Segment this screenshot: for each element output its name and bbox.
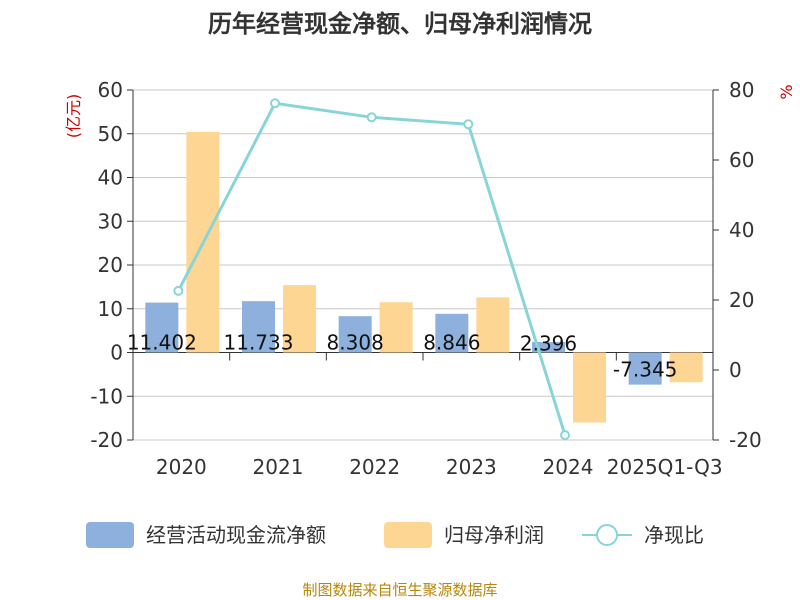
left-axis-tick-label: -10: [90, 384, 123, 408]
bar-cashflow: [338, 316, 372, 353]
x-axis-tick-label: 2022: [349, 455, 400, 479]
data-label: 8.308: [327, 331, 384, 355]
legend-label-ratio: 净现比: [644, 523, 704, 547]
chart-title: 历年经营现金净额、归母净利润情况: [208, 10, 592, 38]
left-axis-tick-label: -20: [90, 428, 123, 452]
legend-item-profit[interactable]: 归母净利润: [384, 522, 544, 548]
bar-cashflow: [532, 342, 565, 353]
bar-profit: [669, 352, 703, 383]
data-labels: 11.402 11.733 8.308 8.846 2.396 -7.345: [127, 331, 678, 382]
legend-marker-ratio: [596, 524, 618, 546]
ratio-point: [463, 119, 474, 130]
left-axis-unit: (亿元): [64, 94, 83, 139]
x-axis-tick-label: 2021: [253, 455, 304, 479]
ratio-line-path: [176, 101, 567, 436]
data-label: -7.345: [613, 358, 677, 382]
right-axis-tick-label: 60: [729, 148, 754, 172]
legend-swatch-cashflow: [86, 522, 134, 548]
x-axis-tick-label: 2025Q1-Q3: [607, 455, 723, 479]
right-axis-unit: %: [777, 84, 796, 99]
legend-label-profit: 归母净利润: [444, 523, 544, 547]
legend-label-cashflow: 经营活动现金流净额: [146, 523, 326, 547]
x-axis-tick-label: 2024: [543, 455, 594, 479]
left-axis-tick-label: 20: [98, 253, 123, 277]
bar-profit: [573, 352, 606, 423]
ratio-point: [173, 285, 184, 296]
data-label: 2.396: [520, 332, 577, 356]
ratio-point: [366, 112, 377, 123]
right-axis-tick-label: 40: [729, 218, 754, 242]
data-label: 8.846: [423, 331, 480, 355]
source-note: 制图数据来自恒生聚源数据库: [302, 581, 497, 599]
legend-item-cashflow[interactable]: 经营活动现金流净额: [86, 522, 326, 548]
left-axis-tick-label: 10: [98, 297, 123, 321]
left-axis-tick-label: 60: [98, 78, 123, 102]
bar-cashflow: [435, 313, 469, 353]
data-label: 11.733: [224, 331, 294, 355]
bar-profit: [283, 285, 316, 353]
bar-cashflow: [628, 352, 662, 385]
ratio-point: [560, 430, 570, 441]
bar-cashflow: [145, 302, 179, 353]
left-axis-tick-label: 0: [110, 341, 123, 365]
bar-cashflow: [242, 301, 275, 353]
left-axis-tick-label: 40: [98, 166, 123, 190]
ratio-point: [270, 98, 280, 109]
legend-swatch-profit: [384, 522, 432, 548]
right-axis-tick-label: 0: [729, 358, 742, 382]
x-axis-tick-label: 2023: [446, 455, 497, 479]
axes: [127, 89, 719, 441]
ratio-line: [173, 98, 570, 441]
bar-profit: [476, 297, 510, 353]
right-axis-tick-label: 20: [729, 288, 754, 312]
bars: [145, 132, 703, 423]
gridlines: [133, 89, 713, 441]
left-axis-tick-label: 50: [98, 122, 123, 146]
right-axis-tick-label: 80: [729, 78, 754, 102]
tick-labels: 60 50 40 30 20 10 0 -10 -20 80 60 40 20 0 -20 2020 2021 2…: [90, 78, 761, 479]
left-axis-tick-label: 30: [98, 209, 123, 233]
legend-item-ratio[interactable]: 净现比: [582, 523, 704, 547]
x-axis-tick-label: 2020: [156, 455, 207, 479]
bar-profit: [379, 302, 413, 353]
right-axis-tick-label: -20: [729, 428, 762, 452]
data-label: 11.402: [127, 331, 197, 355]
legend: 经营活动现金流净额 归母净利润 净现比: [86, 522, 704, 548]
